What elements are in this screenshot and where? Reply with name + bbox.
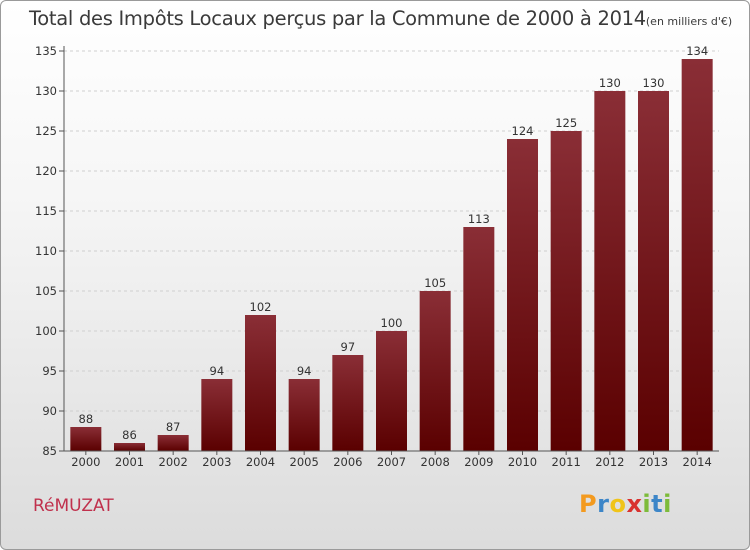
bar-value-label: 94: [210, 364, 225, 378]
x-tick-label: 2002: [159, 455, 188, 469]
y-tick-label: 125: [35, 124, 57, 138]
bar-2003: [201, 379, 233, 451]
bar-value-label: 97: [341, 340, 356, 354]
x-tick-label: 2004: [246, 455, 275, 469]
bar-2014: [681, 59, 713, 451]
bar-2004: [245, 315, 276, 451]
bar-2000: [70, 427, 102, 451]
bar-value-label: 130: [599, 76, 621, 90]
bar-value-label: 105: [424, 276, 446, 290]
x-tick-label: 2008: [421, 455, 450, 469]
bar-2007: [376, 331, 407, 451]
y-tick-label: 110: [35, 244, 57, 258]
y-tick-label: 130: [35, 84, 57, 98]
bar-value-label: 94: [297, 364, 312, 378]
y-tick-label: 85: [42, 444, 57, 458]
bar-value-label: 113: [468, 212, 490, 226]
x-tick-label: 2000: [71, 455, 100, 469]
y-tick-label: 120: [35, 164, 57, 178]
bar-2005: [288, 379, 320, 451]
bar-2011: [550, 131, 582, 451]
bar-value-label: 86: [122, 428, 137, 442]
chart-title-text: Total des Impôts Locaux perçus par la Co…: [29, 7, 646, 30]
bar-value-label: 88: [79, 412, 94, 426]
bar-value-label: 130: [643, 76, 665, 90]
commune-name: RéMUZAT: [33, 496, 114, 516]
x-tick-label: 2005: [290, 455, 319, 469]
bar-value-label: 125: [555, 116, 577, 130]
chart-unit: (en milliers d'€): [645, 15, 733, 28]
y-tick-label: 90: [42, 404, 57, 418]
y-tick-label: 115: [35, 204, 57, 218]
logo-letter: i: [642, 490, 652, 518]
x-tick-label: 2011: [552, 455, 581, 469]
bar-value-label: 102: [250, 300, 272, 314]
x-tick-label: 2006: [333, 455, 362, 469]
axis-layer: [59, 46, 719, 455]
y-tick-label: 95: [42, 364, 57, 378]
x-tick-label: 2001: [115, 455, 144, 469]
bar-2012: [594, 91, 626, 451]
bar-2002: [157, 435, 189, 451]
y-tick-label: 105: [35, 284, 57, 298]
logo-letter: r: [597, 490, 610, 518]
logo-letter: o: [609, 490, 627, 518]
logo-letter: i: [663, 490, 672, 518]
bar-2010: [507, 139, 538, 451]
bar-2013: [638, 91, 669, 451]
y-tick-label: 100: [35, 324, 57, 338]
bar-2006: [332, 355, 364, 451]
x-tick-label: 2003: [202, 455, 231, 469]
logo-letter: P: [579, 490, 598, 518]
bar-2009: [463, 227, 495, 451]
x-tick-label: 2014: [683, 455, 712, 469]
bar-2008: [419, 291, 451, 451]
x-tick-label: 2012: [595, 455, 624, 469]
label-layer: 85 90 95 100 105 110 115 120 125 130 135 88 2000 86 20…: [35, 44, 712, 469]
proxiti-logo[interactable]: Proxiti: [579, 490, 672, 518]
x-tick-label: 2007: [377, 455, 406, 469]
bar-2001: [114, 443, 145, 451]
y-tick-label: 135: [35, 44, 57, 58]
bar-value-label: 100: [381, 316, 403, 330]
bar-value-label: 87: [166, 420, 181, 434]
x-tick-label: 2013: [639, 455, 668, 469]
chart-title: Total des Impôts Locaux perçus par la Co…: [29, 7, 732, 30]
x-tick-label: 2010: [508, 455, 537, 469]
logo-letter: x: [626, 490, 643, 518]
bar-value-label: 134: [686, 44, 708, 58]
logo-letter: t: [651, 490, 664, 518]
bar-layer: [70, 59, 713, 451]
x-tick-label: 2009: [464, 455, 493, 469]
bar-value-label: 124: [512, 124, 534, 138]
